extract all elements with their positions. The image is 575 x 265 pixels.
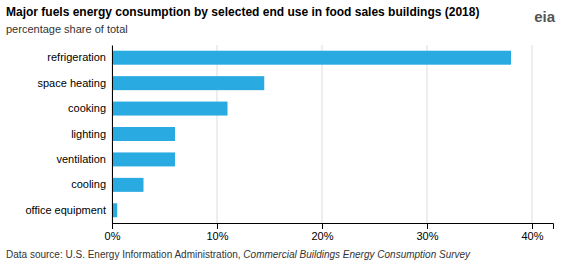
- grid: [112, 45, 532, 223]
- grid-line: [427, 45, 428, 223]
- bar: [112, 51, 511, 65]
- bar: [112, 76, 264, 90]
- x-tick-mark: [532, 223, 533, 229]
- title-line: Major fuels energy consumption by select…: [6, 5, 479, 19]
- subtitle: percentage share of total: [6, 23, 128, 35]
- logo: eia: [534, 8, 556, 25]
- x-tick-label: 30%: [416, 230, 438, 242]
- y-tick-label: cooking: [68, 102, 106, 114]
- x-tick: 20%: [311, 223, 333, 242]
- grid-line: [112, 45, 113, 223]
- x-tick-label: 20%: [311, 230, 333, 242]
- plot: 0% 10% 20% 30% 40% office equipment cooling ven…: [25, 45, 553, 242]
- bar: [112, 152, 175, 166]
- x-tick-label: 0%: [105, 230, 121, 242]
- y-tick: cooking: [68, 102, 112, 114]
- bar: [112, 127, 175, 141]
- x-tick-mark: [217, 223, 218, 229]
- grid-line: [322, 45, 323, 223]
- x-tick-mark: [112, 223, 113, 229]
- y-axis: office equipment cooling ventilation lighti…: [25, 46, 112, 224]
- y-tick: refrigeration: [47, 51, 112, 63]
- x-tick: 30%: [416, 223, 438, 242]
- x-tick: 10%: [206, 223, 228, 242]
- footer-italic: Commercial Buildings Energy Consumption …: [243, 249, 471, 260]
- x-axis-line: [113, 224, 554, 230]
- y-tick-label: space heating: [38, 77, 107, 89]
- title: Major fuels energy consumption by select…: [6, 5, 479, 19]
- x-tick: 0%: [105, 223, 121, 242]
- footer-text: Data source: U.S. Energy Information Adm…: [6, 249, 243, 260]
- footer: Data source: U.S. Energy Information Adm…: [6, 249, 471, 260]
- y-tick: lighting: [71, 128, 112, 140]
- grid-line: [217, 45, 218, 223]
- y-tick: ventilation: [56, 153, 112, 165]
- grid-line: [532, 45, 533, 223]
- y-tick-label: refrigeration: [47, 51, 106, 63]
- bar: [112, 102, 228, 116]
- y-tick-label: cooling: [71, 178, 106, 190]
- x-tick-label: 10%: [206, 230, 228, 242]
- x-tick-label: 40%: [521, 230, 543, 242]
- x-tick-mark: [322, 223, 323, 229]
- y-axis-line: [112, 46, 113, 224]
- x-tick: 40%: [521, 223, 543, 242]
- chart: eia Major fuels energy consumption by sel…: [0, 0, 575, 265]
- y-tick-label: office equipment: [25, 204, 106, 216]
- y-tick: office equipment: [25, 204, 112, 216]
- bar: [112, 178, 144, 192]
- y-tick: space heating: [38, 77, 113, 89]
- x-tick-mark: [427, 223, 428, 229]
- bars: [112, 51, 511, 218]
- x-axis: 0% 10% 20% 30% 40%: [105, 223, 554, 242]
- y-tick-label: ventilation: [56, 153, 106, 165]
- y-tick-label: lighting: [71, 128, 106, 140]
- y-tick: cooling: [71, 178, 112, 190]
